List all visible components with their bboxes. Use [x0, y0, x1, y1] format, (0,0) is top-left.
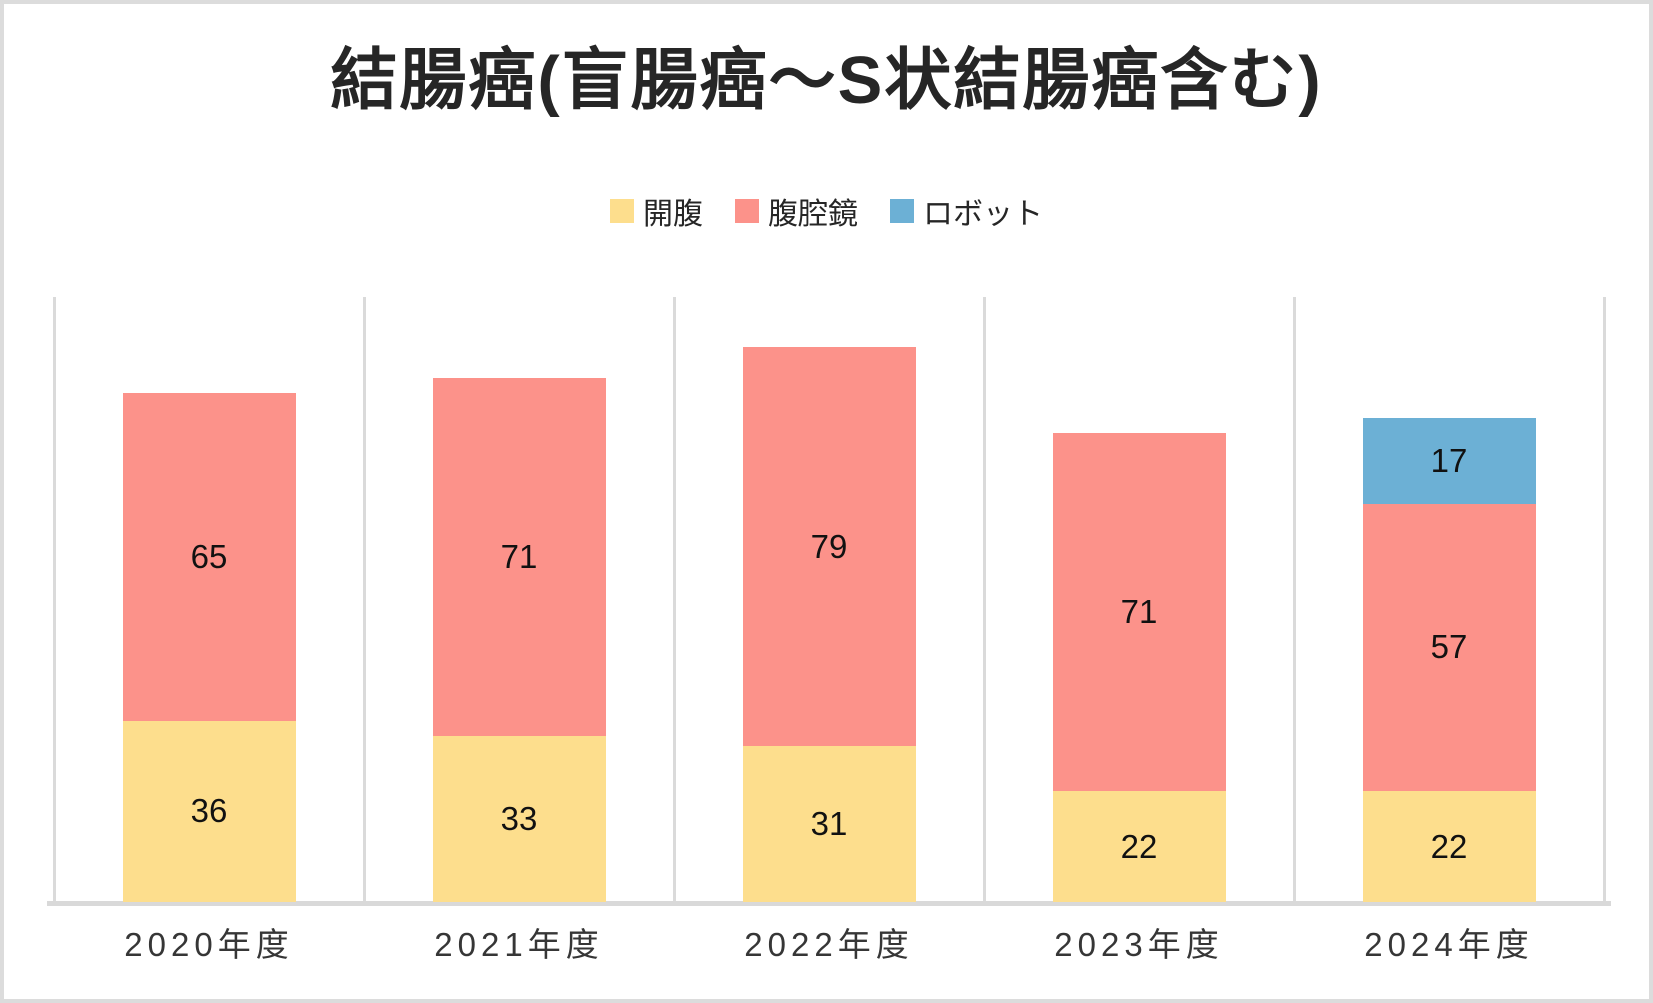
bar-segment: 65: [122, 392, 296, 721]
legend-item-robot: ロボット: [890, 189, 1043, 233]
bar-value-label: 17: [1430, 441, 1468, 479]
bar-segment: 71: [432, 377, 606, 736]
bar-segment: 17: [1362, 418, 1536, 504]
vertical-gridline: [1602, 297, 1606, 902]
vertical-gridline: [52, 297, 56, 902]
bar-value-label: 31: [810, 804, 848, 842]
x-axis-label: 2020年度: [124, 926, 294, 963]
bar-segment: 33: [432, 735, 606, 902]
bar-value-label: 22: [1120, 827, 1158, 865]
x-axis-line: [47, 901, 1611, 906]
vertical-gridline: [1292, 297, 1296, 902]
bar-value-label: 57: [1430, 628, 1468, 666]
legend: 開腹 腹腔鏡 ロボット: [4, 189, 1649, 233]
legend-item-open-surgery: 開腹: [610, 189, 703, 233]
legend-item-laparoscope: 腹腔鏡: [735, 189, 858, 233]
vertical-gridline: [672, 297, 676, 902]
bar-segment: 22: [1362, 791, 1536, 902]
x-axis-label: 2022年度: [744, 926, 914, 963]
bar-value-label: 65: [190, 537, 228, 575]
bar-segment: 57: [1362, 503, 1536, 792]
bar-segment: 79: [742, 347, 916, 746]
legend-label-laparoscope: 腹腔鏡: [768, 198, 858, 231]
bar-segment: 36: [122, 720, 296, 902]
legend-swatch-open-surgery: [610, 199, 634, 223]
legend-label-robot: ロボット: [923, 198, 1043, 231]
bar-value-label: 36: [190, 792, 228, 830]
bar-segment: 31: [742, 745, 916, 902]
x-axis-label: 2023年度: [1054, 926, 1224, 963]
vertical-gridline: [982, 297, 986, 902]
bar-segment: 22: [1052, 791, 1226, 902]
chart-title: 結腸癌(盲腸癌～S状結腸癌含む): [330, 43, 1323, 118]
bar-value-label: 71: [500, 537, 538, 575]
legend-swatch-laparoscope: [735, 199, 759, 223]
plot-area: 36 65 33 71 31 79 22 71 22 57 17: [47, 297, 1611, 906]
legend-label-open-surgery: 開腹: [643, 198, 703, 231]
vertical-gridline: [362, 297, 366, 902]
bar-segment: 71: [1052, 433, 1226, 792]
bar-value-label: 79: [810, 527, 848, 565]
x-axis-labels: 2020年度 2021年度 2022年度 2023年度 2024年度: [54, 925, 1604, 973]
bar-value-label: 33: [500, 799, 538, 837]
x-axis-label: 2024年度: [1364, 926, 1534, 963]
x-axis-label: 2021年度: [434, 926, 604, 963]
bar-value-label: 22: [1430, 827, 1468, 865]
bar-value-label: 71: [1120, 593, 1158, 631]
legend-swatch-robot: [890, 199, 914, 223]
